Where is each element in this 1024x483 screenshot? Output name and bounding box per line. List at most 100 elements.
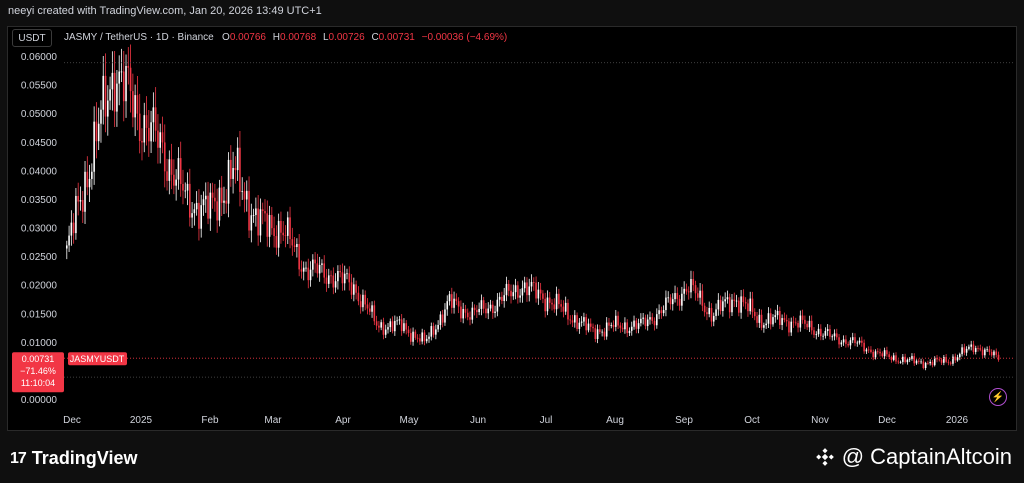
candle-body (628, 330, 631, 334)
candle-body (316, 263, 319, 274)
candle-body (261, 209, 264, 212)
candle-body (428, 336, 430, 339)
candle-body (125, 66, 127, 102)
candle-body (555, 293, 558, 310)
candle-body (378, 325, 380, 328)
candle-body (772, 317, 774, 325)
candle-body (922, 361, 925, 368)
candle-body (102, 75, 105, 110)
candle-body (619, 325, 622, 328)
y-tick-label: 0.05000 (21, 109, 58, 120)
candle-body (997, 354, 1000, 360)
candle-body (487, 308, 490, 314)
x-tick-label: Sep (675, 415, 693, 426)
candle-body (769, 313, 772, 325)
candle-body (400, 319, 403, 332)
candle-body (177, 158, 180, 180)
candle-body (138, 113, 141, 141)
x-tick-label: Jul (540, 415, 553, 426)
candle-body (380, 322, 382, 328)
candle-body (364, 294, 367, 305)
overlay: 0.00731 −71.46% 11:10:04 JASMYUSDT (12, 62, 1014, 393)
candle-body (257, 208, 259, 236)
price-tag-text: 11:10:04 (21, 378, 55, 388)
candle-body (656, 314, 658, 326)
currency-button[interactable]: USDT (12, 29, 52, 47)
candle-body (881, 353, 884, 357)
candle-body (277, 220, 280, 248)
candle-body (984, 349, 986, 356)
candle-body (120, 71, 123, 73)
candle-body (482, 300, 485, 309)
candle-body (981, 349, 984, 356)
candle-body (170, 159, 173, 175)
candle-body (927, 362, 929, 364)
candle-body (617, 315, 619, 326)
watermark-text: @ CaptainAltcoin (841, 444, 1012, 469)
candle-body (564, 302, 567, 312)
candle-body (956, 357, 959, 361)
candle-body (275, 236, 278, 248)
y-tick-label: 0.05500 (21, 81, 58, 92)
candle-body (280, 220, 282, 233)
candle-body (273, 228, 275, 237)
candle-body (920, 361, 922, 363)
candle-body (779, 310, 781, 325)
candle-body (104, 75, 107, 117)
candle-body (264, 211, 266, 214)
candle-body (485, 308, 487, 314)
lightning-icon[interactable]: ⚡ (989, 388, 1007, 406)
candle-body (239, 147, 241, 192)
candle-body (583, 317, 585, 322)
price-tag-text: 0.00731 (22, 354, 55, 364)
candle-body (350, 282, 353, 295)
candle-body (876, 351, 879, 353)
candle-body (113, 72, 116, 112)
candle-body (321, 263, 323, 265)
candle-body (630, 326, 633, 331)
candle-body (314, 259, 316, 264)
candle-body (227, 159, 230, 204)
candle-body (129, 67, 132, 92)
candle-body (710, 307, 713, 322)
candle-body (97, 123, 100, 142)
candle-body (535, 282, 537, 299)
candle-body (154, 107, 157, 131)
candle-body (457, 301, 460, 307)
tradingview-logo: 17 TradingView (10, 448, 138, 469)
candle-body (612, 325, 615, 327)
candle-body (886, 350, 888, 355)
candle-body (346, 273, 348, 275)
candle-body (596, 329, 599, 339)
candle-body (781, 318, 783, 325)
candle-body (808, 320, 811, 328)
candle-body (845, 339, 847, 344)
candle-body (141, 140, 143, 143)
candle-body (653, 320, 656, 326)
candle-body (491, 304, 494, 313)
candle-body (621, 327, 624, 330)
candle-body (861, 340, 863, 343)
symbol-name[interactable]: JASMY / TetherUS · 1D · Binance (64, 32, 214, 43)
candle-body (528, 286, 531, 296)
candle-body (234, 167, 237, 171)
candle-body (560, 304, 562, 307)
candle-body (469, 317, 471, 320)
candle-body (913, 356, 916, 364)
price-tag-text: −71.46% (20, 366, 56, 376)
candle-body (635, 320, 638, 329)
candle-body (699, 290, 701, 298)
candle-body (252, 215, 255, 216)
candle-body (478, 308, 480, 313)
candle-body (175, 179, 177, 186)
candle-body (728, 297, 731, 313)
candle-body (302, 267, 305, 272)
candle-body (533, 281, 535, 283)
candle-body (904, 356, 906, 363)
candle-body (182, 183, 184, 191)
candle-body (870, 349, 872, 352)
candle-body (220, 187, 223, 203)
candle-body (968, 346, 970, 349)
candle-body (259, 209, 262, 236)
